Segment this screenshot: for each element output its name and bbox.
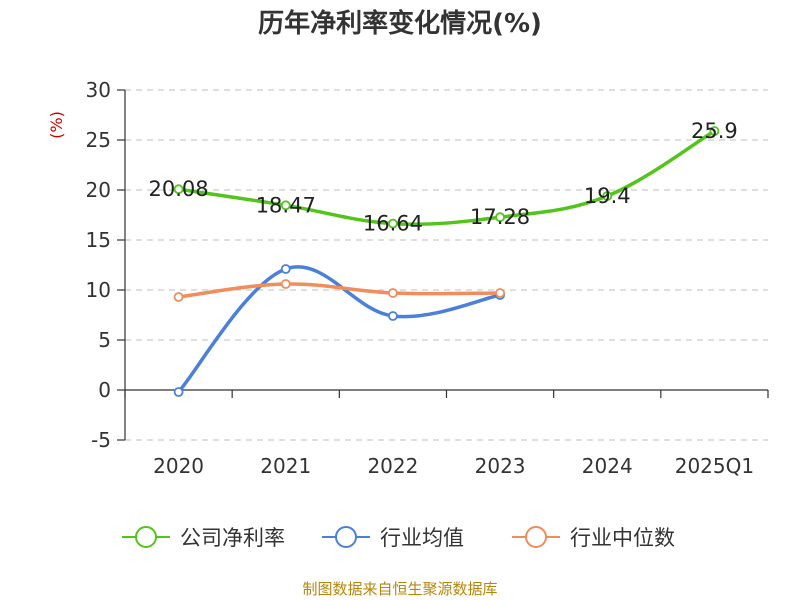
data-point[interactable] (388, 288, 398, 298)
y-tick-label: 0 (98, 378, 111, 402)
data-label: 18.47 (256, 193, 316, 217)
axes: -5 0 5 10 15 20 25 30 2020 2021 2022 2023 2024 2025Q1 (86, 78, 769, 478)
source-note: 制图数据来自恒生聚源数据库 (302, 580, 497, 598)
chart-title: 历年净利率变化情况(%) (258, 8, 542, 39)
data-label: 20.08 (149, 177, 209, 201)
y-tick-label: 10 (86, 278, 111, 302)
legend-label[interactable]: 行业中位数 (570, 526, 675, 550)
y-tick-label: 20 (86, 178, 111, 202)
data-point[interactable] (495, 212, 505, 223)
series-line (177, 265, 501, 394)
data-point[interactable] (280, 200, 291, 211)
data-point[interactable] (388, 218, 398, 229)
x-tick-label: 2024 (582, 454, 633, 478)
data-point[interactable] (388, 311, 398, 321)
data-label: 17.28 (470, 205, 530, 229)
data-point[interactable] (173, 292, 184, 302)
data-label: 16.64 (363, 212, 423, 236)
data-point[interactable] (602, 191, 613, 201)
x-tick-label: 2021 (260, 454, 311, 478)
data-point[interactable] (173, 387, 184, 397)
legend[interactable]: 公司净利率 行业均值 行业中位数 (122, 526, 675, 550)
data-point[interactable] (280, 264, 291, 274)
y-tick-label: 15 (86, 228, 111, 252)
series-line (178, 129, 716, 226)
x-tick-label: 2020 (153, 454, 204, 478)
data-point[interactable] (495, 288, 505, 298)
data-label: 19.4 (584, 184, 631, 208)
y-tick-label: -5 (91, 428, 111, 452)
data-point[interactable] (709, 126, 720, 136)
legend-marker-icon (525, 526, 547, 548)
data-label: 25.9 (691, 119, 738, 143)
data-point[interactable] (173, 184, 184, 195)
data-labels: 20.08 18.47 16.64 17.28 19.4 25.9 (149, 119, 738, 236)
legend-label[interactable]: 公司净利率 (180, 526, 285, 550)
grid-lines (125, 89, 768, 441)
legend-marker-icon (335, 526, 357, 548)
series-line (178, 282, 501, 299)
x-tick-label: 2022 (367, 454, 418, 478)
y-tick-label: 25 (86, 128, 111, 152)
y-axis-unit: (%) (47, 111, 66, 139)
series-layer (173, 126, 720, 397)
legend-marker-icon (135, 526, 157, 548)
legend-label[interactable]: 行业均值 (380, 526, 464, 550)
y-tick-label: 30 (86, 78, 111, 102)
data-point[interactable] (280, 279, 291, 289)
x-tick-label: 2025Q1 (675, 454, 754, 478)
y-tick-label: 5 (98, 328, 111, 352)
x-tick-label: 2023 (475, 454, 526, 478)
